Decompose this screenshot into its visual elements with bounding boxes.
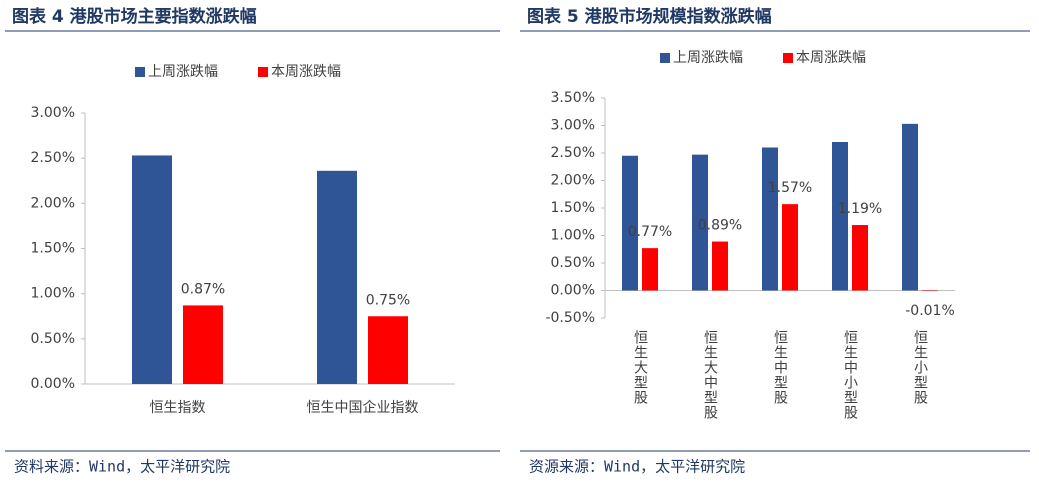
y-tick-label: 1.00% <box>31 286 75 302</box>
legend-label: 本周涨跌幅 <box>271 64 341 80</box>
data-label: 1.19% <box>838 201 882 217</box>
bar <box>642 248 658 291</box>
x-tick-label: 恒生中小型股 <box>842 330 858 420</box>
source: 资料来源：Wind，太平洋研究院 <box>14 458 230 476</box>
legend-label: 上周涨跌幅 <box>148 64 218 80</box>
y-tick-label: 0.50% <box>31 331 75 347</box>
bar <box>832 142 848 291</box>
data-label: 0.77% <box>628 224 672 240</box>
y-tick-label: 2.50% <box>31 150 75 166</box>
bar <box>132 155 172 384</box>
y-tick-label: -0.50% <box>545 310 595 326</box>
bar <box>712 241 728 291</box>
x-tick-label: 恒生大中型股 <box>702 330 718 420</box>
chart-title: 图表 5 港股市场规模指数涨跌幅 <box>527 6 772 27</box>
y-tick-label: 1.50% <box>551 200 595 216</box>
bar <box>782 204 798 291</box>
source: 资源来源：Wind，太平洋研究院 <box>529 458 745 476</box>
x-tick-label: 恒生小型股 <box>912 330 928 405</box>
legend-swatch <box>783 53 793 63</box>
y-tick-label: 1.00% <box>551 228 595 244</box>
bar <box>317 170 357 384</box>
x-tick-label: 恒生指数 <box>150 400 206 416</box>
bar <box>183 305 223 384</box>
y-tick-label: 2.50% <box>551 145 595 161</box>
x-tick-label: 恒生大型股 <box>632 330 648 405</box>
data-label: 0.89% <box>698 218 742 234</box>
y-tick-label: 0.00% <box>551 283 595 299</box>
bar <box>368 316 408 384</box>
legend-swatch <box>258 67 268 77</box>
y-tick-label: 3.50% <box>551 90 595 106</box>
legend-swatch <box>135 67 145 77</box>
y-tick-label: 2.00% <box>551 173 595 189</box>
bar <box>922 290 938 292</box>
data-label: 1.57% <box>768 180 812 196</box>
x-tick-label: 恒生中型股 <box>772 330 788 405</box>
legend-label: 本周涨跌幅 <box>796 50 866 66</box>
bar <box>852 225 868 291</box>
legend-swatch <box>660 53 670 63</box>
bar <box>762 147 778 291</box>
y-tick-label: 1.50% <box>31 241 75 257</box>
bar <box>902 123 918 291</box>
data-label: -0.01% <box>905 303 955 319</box>
data-label: 0.87% <box>181 281 225 297</box>
chart-title: 图表 4 港股市场主要指数涨跌幅 <box>12 6 257 27</box>
y-tick-label: 2.00% <box>31 195 75 211</box>
bar <box>692 154 708 291</box>
x-tick-label: 恒生中国企业指数 <box>307 399 419 416</box>
data-label: 0.75% <box>366 292 410 308</box>
legend-label: 上周涨跌幅 <box>673 50 743 66</box>
y-tick-label: 3.00% <box>551 118 595 134</box>
bar <box>622 155 638 291</box>
y-tick-label: 0.00% <box>31 376 75 392</box>
y-tick-label: 0.50% <box>551 255 595 271</box>
y-tick-label: 3.00% <box>31 105 75 121</box>
